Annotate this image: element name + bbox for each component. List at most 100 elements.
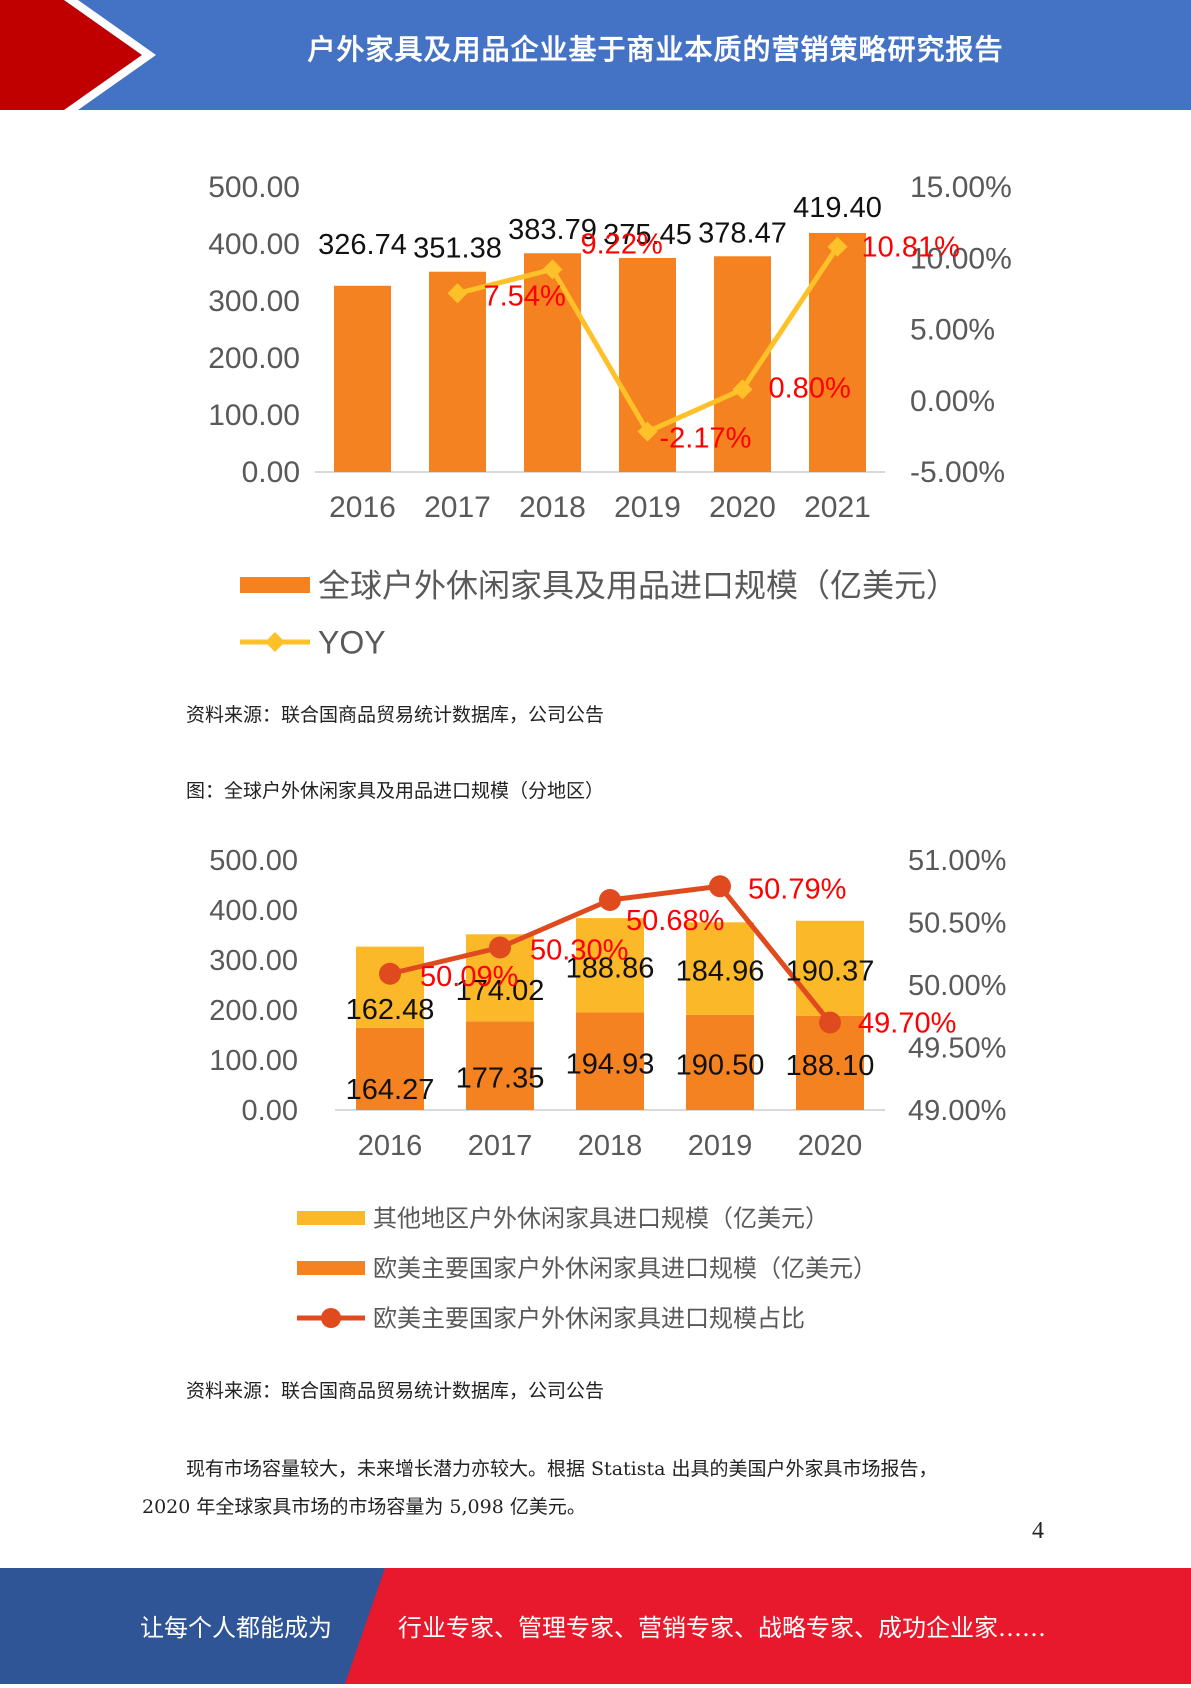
report-title: 户外家具及用品企业基于商业本质的营销策略研究报告 [307,33,1004,66]
x-tick-label: 2016 [358,1130,423,1162]
line-point [447,283,468,304]
line-point [819,1011,841,1034]
y-right-tick-label: 10.00% [910,242,1012,275]
legend-swatch [240,577,310,593]
y-right-tick-label: 51.00% [908,845,1006,877]
header-arrow-decoration [0,0,156,110]
bar [576,1012,644,1110]
bar [686,922,754,1015]
line-data-label: 50.09% [420,961,518,993]
bar-data-label: 162.48 [346,994,435,1026]
page-number: 4 [1032,1518,1044,1544]
line-point [637,421,658,442]
import-scale-by-region-chart: 0.00 100.00 200.00 300.00 400.00 500.00 49.00%… [209,845,1006,1333]
y-left-tick-label: 300.00 [209,945,298,977]
y-left-tick-label: 400.00 [209,895,298,927]
line-data-label: 7.54% [484,280,566,312]
y-right-tick-label: 49.50% [908,1033,1006,1065]
x-tick-label: 2018 [578,1130,643,1162]
paragraph-line-1: 现有市场容量较大，未来增长潜力亦较大。根据 Statista 出具的美国户外家具… [186,1458,938,1480]
bar [809,232,866,472]
y-left-tick-label: 300.00 [208,285,300,318]
footer-background [0,1568,1191,1684]
y-right-tick-label: 0.00% [910,385,995,418]
bar-data-label: 184.96 [676,956,765,988]
body-paragraph: 现有市场容量较大，未来增长潜力亦较大。根据 Statista 出具的美国户外家具… [142,1450,1042,1526]
footer-slogan-right: 行业专家、管理专家、营销专家、战略专家、成功企业家…… [398,1614,1046,1642]
line-data-label: 50.30% [530,935,628,967]
x-tick-label: 2017 [424,491,491,524]
line-data-label: 10.81% [862,232,960,264]
legend-marker [321,1308,341,1328]
x-tick-label: 2020 [798,1130,863,1162]
y-left-tick-label: 100.00 [209,1045,298,1077]
y-left-tick-label: 500.00 [208,171,300,204]
line-point [379,962,401,985]
footer-slogan-left: 让每个人都能成为 [140,1614,332,1642]
bar-data-label: 190.37 [786,955,875,987]
bar [466,1021,534,1110]
x-tick-label: 2019 [614,491,681,524]
line-point [827,236,848,257]
line-point [542,259,563,280]
line-point [489,936,511,959]
bar-data-label: 164.27 [346,1074,435,1106]
y-left-tick-label: 400.00 [208,228,300,261]
bar-data-label: 174.02 [456,975,545,1007]
x-tick-label: 2016 [329,491,396,524]
paragraph-line-2: 2020 年全球家具市场的市场容量为 5,098 亿美元。 [142,1496,586,1518]
line-point [709,875,731,898]
line-data-label: 0.80% [769,372,851,404]
x-tick-label: 2018 [519,491,586,524]
bar [576,918,644,1013]
chart2-source: 资料来源：联合国商品贸易统计数据库，公司公告 [186,1380,605,1402]
bar-data-label: 326.74 [318,229,407,261]
legend-label: 欧美主要国家户外休闲家具进口规模占比 [373,1306,805,1333]
y-left-tick-label: 200.00 [209,995,298,1027]
bar-data-label: 194.93 [566,1048,655,1080]
bar [356,1027,424,1110]
legend-label: YOY [318,625,386,661]
x-tick-label: 2020 [709,491,776,524]
bar [686,1014,754,1110]
bar [429,271,486,472]
x-tick-label: 2017 [468,1130,533,1162]
y-right-tick-label: 5.00% [910,314,995,347]
bar [796,920,864,1016]
bar-data-label: 188.10 [786,1050,875,1082]
legend-label: 全球户外休闲家具及用品进口规模（亿美元） [318,568,958,604]
x-tick-label: 2021 [804,491,871,524]
y-left-tick-label: 100.00 [208,399,300,432]
y-left-tick-label: 200.00 [208,342,300,375]
legend-swatch [297,1211,365,1225]
y-right-tick-label: 49.00% [908,1095,1006,1127]
bar [334,285,391,472]
y-left-tick-label: 0.00 [242,456,300,489]
chart1-source: 资料来源：联合国商品贸易统计数据库，公司公告 [186,704,605,726]
line-point [599,889,621,911]
line-point [732,379,753,400]
y-left-tick-label: 0.00 [242,1095,298,1127]
y-right-tick-label: -5.00% [910,456,1005,489]
chart2-caption: 图：全球户外休闲家具及用品进口规模（分地区） [186,780,605,802]
bar [524,253,581,472]
legend-label: 欧美主要国家户外休闲家具进口规模（亿美元） [373,1256,877,1283]
line-data-label: 50.79% [748,873,846,905]
y-right-tick-label: 50.50% [908,908,1006,940]
y-left-tick-label: 500.00 [209,845,298,877]
bar-data-label: 383.79 [508,214,597,246]
y-right-tick-label: 15.00% [910,171,1012,204]
y-right-tick-label: 50.00% [908,970,1006,1002]
legend-marker [265,632,285,652]
page-header: 户外家具及用品企业基于商业本质的营销策略研究报告 [0,0,1191,110]
line-data-label: -2.17% [660,423,752,455]
bar-data-label: 419.40 [793,192,882,224]
bar-data-label: 190.50 [676,1049,765,1081]
bar-data-label: 188.86 [566,952,655,984]
bar-data-label: 375.45 [603,219,692,251]
line-data-label: 50.68% [626,905,724,937]
page-footer: 让每个人都能成为 行业专家、管理专家、营销专家、战略专家、成功企业家…… [0,1568,1191,1684]
bar [356,946,424,1028]
legend-swatch [297,1261,365,1275]
import-scale-yoy-chart: 0.00 100.00 200.00 300.00 400.00 500.00 -5.00%… [208,171,1012,661]
